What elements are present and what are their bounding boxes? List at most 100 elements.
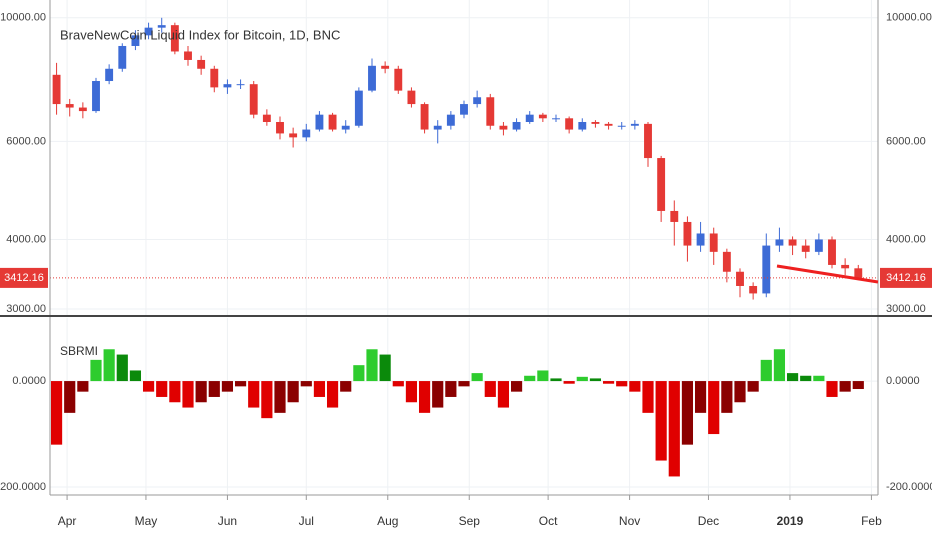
y-tick-label-left: 10000.00 — [0, 12, 46, 24]
candle-body — [249, 84, 258, 115]
last-price-label-left: 3412.16 — [4, 272, 44, 284]
histogram-bar — [274, 381, 286, 413]
histogram-bar — [813, 375, 825, 382]
candle-body — [65, 104, 74, 108]
histogram-bar — [182, 381, 194, 408]
histogram-bar — [326, 381, 339, 408]
candle-body — [315, 114, 324, 130]
histogram-bar — [445, 381, 457, 397]
y-tick-label-right: 6000.00 — [886, 135, 926, 147]
candle-body — [565, 118, 574, 130]
candle-body — [354, 90, 363, 126]
histogram-bar — [642, 381, 654, 413]
histogram-bar — [405, 381, 418, 403]
histogram-bar — [708, 381, 720, 435]
histogram-bar — [50, 381, 63, 445]
histogram-bar — [418, 381, 431, 413]
y-tick-label-right: 10000.00 — [886, 12, 932, 24]
marks-layer — [50, 17, 878, 477]
candle-body — [144, 27, 153, 36]
histogram-bar — [839, 381, 851, 392]
histogram-bar — [379, 354, 391, 382]
y-tick-label-left: -200.0000 — [0, 481, 46, 493]
histogram-bar — [747, 381, 759, 392]
histogram-bar — [786, 373, 799, 382]
histogram-bar — [616, 381, 628, 387]
candle-body — [552, 118, 560, 120]
histogram-bar — [248, 381, 260, 408]
histogram-bar — [129, 370, 142, 382]
x-tick-label: Dec — [698, 514, 719, 528]
histogram-bar — [353, 365, 365, 382]
candle-body — [801, 245, 810, 252]
candle-body — [854, 268, 863, 278]
histogram-bar — [103, 349, 115, 382]
candle-body — [525, 114, 534, 122]
histogram-bar — [90, 359, 102, 382]
x-tick-label: Sep — [459, 514, 481, 528]
histogram-bar — [458, 381, 470, 387]
histogram-bar — [156, 381, 168, 397]
histogram-bar — [300, 381, 312, 387]
candle-body — [368, 65, 376, 91]
candle-body — [210, 68, 219, 88]
candle-body — [236, 84, 245, 86]
y-tick-label-left: 6000.00 — [6, 135, 46, 147]
x-tick-label: May — [135, 514, 158, 528]
candle-body — [722, 251, 731, 272]
candle-body — [644, 123, 652, 159]
candle-body — [788, 239, 797, 246]
histogram-bar — [64, 381, 76, 413]
candle-body — [512, 121, 521, 130]
candle-body — [670, 210, 679, 222]
candle-body — [657, 158, 666, 211]
candle-body — [814, 239, 823, 252]
candle-body — [749, 285, 758, 294]
y-tick-label-right: 4000.00 — [886, 233, 926, 245]
histogram-bar — [77, 381, 89, 392]
histogram-bar — [142, 381, 155, 392]
candle-body — [736, 271, 744, 286]
candle-body — [170, 25, 179, 52]
candle-body — [775, 239, 784, 246]
histogram-bar — [261, 381, 273, 419]
chart-title: BraveNewCoin Liquid Index for Bitcoin, 1… — [60, 27, 340, 42]
x-tick-label: Aug — [377, 514, 398, 528]
y-tick-label-left: 3000.00 — [6, 303, 46, 315]
y-tick-label-right: 3000.00 — [886, 303, 926, 315]
candle-body — [223, 84, 232, 88]
candle-body — [341, 125, 350, 130]
candle-body — [394, 68, 403, 91]
histogram-bar — [116, 354, 128, 382]
candle-body — [617, 125, 626, 127]
candle-body — [696, 233, 705, 246]
candle-body — [78, 107, 87, 112]
histogram-bar — [208, 381, 220, 397]
candle-body — [118, 45, 127, 69]
candle-body — [131, 35, 140, 46]
histogram-bar — [773, 349, 786, 382]
histogram-bar — [392, 381, 404, 387]
candle-body — [841, 264, 850, 269]
indicator-title: SBRMI — [60, 344, 98, 358]
candle-body — [302, 129, 311, 138]
candle-body — [52, 74, 61, 105]
histogram-bar — [537, 370, 549, 382]
histogram-bar — [681, 381, 694, 445]
candle-body — [604, 123, 613, 126]
candle-body — [630, 123, 639, 126]
trend-line — [776, 264, 879, 284]
candle-body — [538, 114, 547, 119]
candle-body — [486, 97, 495, 126]
candle-body — [473, 97, 482, 105]
histogram-bar — [655, 381, 667, 461]
candle-body — [433, 125, 442, 130]
candle-body — [420, 104, 429, 130]
histogram-bar — [313, 381, 326, 397]
candle-body — [184, 51, 192, 60]
y-tick-label-left: 4000.00 — [6, 233, 46, 245]
histogram-bar — [169, 381, 181, 403]
